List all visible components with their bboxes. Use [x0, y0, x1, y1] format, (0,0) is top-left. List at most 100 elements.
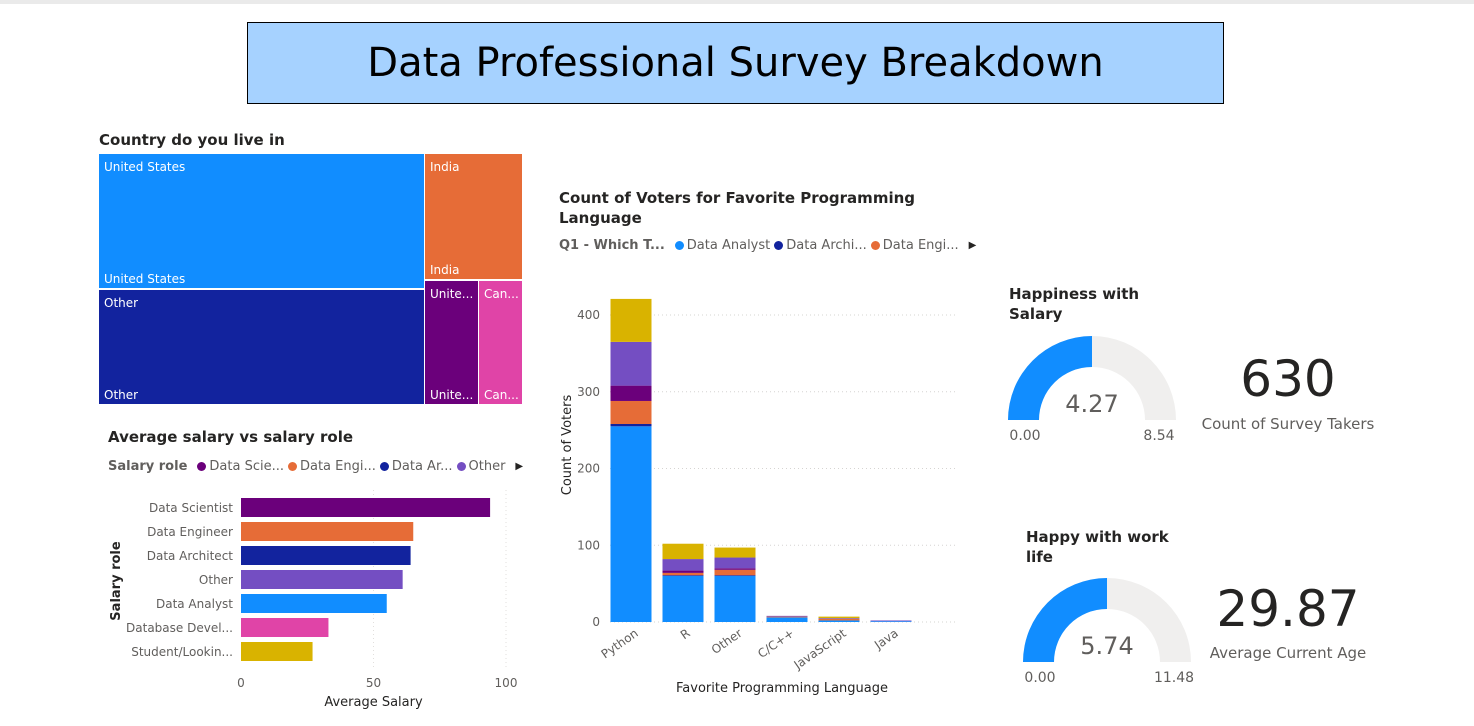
legend-item[interactable]: Data Archi... — [786, 238, 867, 253]
kpi-average-age-label: Average Current Age — [1209, 644, 1367, 662]
x-tick-label: Python — [599, 626, 641, 661]
column-segment — [610, 426, 652, 622]
tile-label-top: Other — [104, 296, 139, 310]
tile-label-top: Unite... — [430, 287, 474, 301]
bar-chart-legend: Salary role Data Scie... Data Engi... Da… — [108, 459, 523, 474]
column-segment — [662, 575, 704, 576]
category-label: Data Engineer — [147, 525, 233, 539]
legend-item[interactable]: Other — [468, 459, 506, 474]
legend-title: Salary role — [108, 459, 188, 474]
kpi-survey-takers-label: Count of Survey Takers — [1201, 415, 1375, 433]
legend-dot — [456, 462, 466, 471]
y-tick-label: 0 — [592, 615, 600, 629]
work-life-gauge: 5.74 0.00 11.48 — [1023, 578, 1194, 686]
legend-next-arrow-icon[interactable]: ▶ — [515, 461, 524, 472]
category-label: Other — [199, 573, 233, 587]
salary-role-bar-chart: Data Scientist Data Engineer Data Architec… — [109, 490, 517, 710]
kpi-survey-takers-value: 630 — [1240, 350, 1336, 408]
dashboard-title-box: Data Professional Survey Breakdown — [247, 22, 1224, 104]
legend-dot — [379, 462, 389, 471]
tile-label-bottom: India — [430, 263, 460, 277]
bar — [241, 594, 387, 613]
legend-dot — [870, 241, 880, 250]
tile-label-top: United States — [104, 160, 186, 174]
treemap-tile-india[interactable]: India India — [425, 154, 522, 279]
gauge-min-label: 0.00 — [1024, 670, 1055, 686]
column-segment — [818, 618, 860, 619]
column-segment — [818, 616, 860, 619]
bar — [241, 522, 414, 541]
gauge-min-label: 0.00 — [1009, 428, 1040, 444]
x-axis-title: Favorite Programming Language — [676, 681, 888, 696]
y-axis-title: Count of Voters — [560, 395, 575, 496]
gauge2-title-line2: life — [1026, 548, 1053, 566]
legend-item[interactable]: Data Engi... — [882, 238, 959, 253]
legend-dot — [287, 462, 297, 471]
gauge1-title-line1: Happiness with — [1009, 285, 1140, 303]
legend-item[interactable]: Data Analyst — [686, 238, 771, 253]
column-segment — [818, 620, 860, 622]
treemap-tile-canada[interactable]: Can... Can... — [479, 281, 522, 404]
column-segment — [714, 575, 756, 576]
column-segment — [610, 400, 652, 424]
category-label: Student/Lookin... — [131, 645, 233, 659]
bar — [241, 570, 403, 589]
column-chart-title-line2: Language — [559, 209, 642, 227]
treemap-tile-other[interactable]: Other Other — [99, 290, 424, 404]
column-segment — [610, 298, 652, 342]
tile-label-top: India — [430, 160, 460, 174]
tile-label-bottom: Other — [104, 388, 139, 402]
column-segment — [766, 616, 808, 618]
column-segment — [766, 617, 808, 622]
gauge-max-label: 8.54 — [1143, 428, 1174, 444]
legend-item[interactable]: Data Engi... — [299, 459, 376, 474]
gauge1-title-line2: Salary — [1009, 305, 1063, 323]
category-label: Data Architect — [147, 549, 234, 563]
tile-label-bottom: United States — [104, 272, 186, 286]
x-tick-label: Java — [871, 626, 901, 653]
x-tick-label: Other — [709, 626, 745, 657]
y-tick-label: 200 — [577, 462, 600, 476]
gauge-value: 4.27 — [1065, 390, 1118, 418]
y-tick-label: 100 — [577, 538, 600, 552]
column-segment — [714, 569, 756, 576]
gauge-max-label: 11.48 — [1154, 670, 1194, 686]
column-segment — [662, 570, 704, 573]
bar — [241, 546, 411, 565]
x-tick-label: JavaScript — [791, 626, 849, 673]
y-tick-label: 400 — [577, 308, 600, 322]
column-segment — [870, 620, 912, 622]
happiness-salary-gauge: 4.27 0.00 8.54 — [1008, 336, 1176, 444]
column-chart-title-line1: Count of Voters for Favorite Programming — [559, 189, 916, 207]
legend-title: Q1 - Which T... — [559, 238, 665, 253]
bar-chart-title: Average salary vs salary role — [108, 428, 354, 446]
column-segment — [662, 575, 704, 622]
treemap-tile-united-states[interactable]: United States United States — [99, 154, 424, 288]
legend-item[interactable]: Data Scie... — [209, 459, 284, 474]
column-segment — [870, 621, 912, 622]
legend-next-arrow-icon[interactable]: ▶ — [968, 240, 977, 251]
tile-label-bottom: Unite... — [430, 388, 474, 402]
column-segment — [662, 543, 704, 560]
x-tick-label: 0 — [237, 676, 245, 690]
column-segment — [610, 424, 652, 427]
column-segment — [714, 575, 756, 622]
treemap-title: Country do you live in — [99, 131, 285, 149]
tile-label-bottom: Can... — [484, 388, 519, 402]
legend-dot — [774, 241, 784, 250]
bar — [241, 642, 313, 661]
column-segment — [662, 559, 704, 571]
category-label: Data Analyst — [156, 597, 233, 611]
column-segment — [714, 557, 756, 569]
legend-dot — [674, 241, 684, 250]
bar — [241, 618, 329, 637]
column-segment — [662, 572, 704, 576]
x-tick-label: C/C++ — [755, 626, 797, 661]
legend-dot — [197, 462, 207, 471]
column-segment — [766, 615, 808, 617]
legend-item[interactable]: Data Ar... — [391, 459, 453, 474]
treemap-tile-united-kingdom[interactable]: Unite... Unite... — [425, 281, 478, 404]
column-chart-legend: Q1 - Which T... Data Analyst Data Archi.… — [559, 238, 976, 253]
gauge-fill — [1023, 578, 1107, 662]
column-segment — [818, 618, 860, 621]
